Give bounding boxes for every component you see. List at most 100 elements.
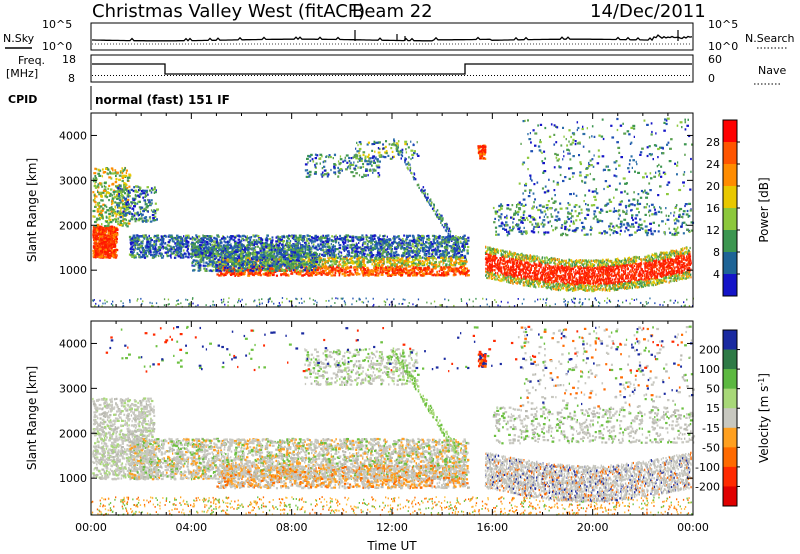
- scatter-cell: [220, 241, 223, 244]
- scatter-cell: [428, 239, 431, 242]
- scatter-cell: [314, 235, 316, 239]
- scatter-cell: [378, 261, 382, 264]
- scatter-cell: [144, 245, 147, 248]
- scatter-cell: [324, 236, 327, 239]
- scatter-cell: [172, 237, 175, 240]
- scatter-cell: [126, 189, 128, 193]
- scatter-cell: [220, 272, 222, 275]
- scatter-cell: [413, 250, 416, 253]
- scatter-cell: [157, 246, 161, 249]
- scatter-cell: [130, 246, 133, 249]
- scatter-cell: [193, 237, 195, 240]
- scatter-cell: [136, 252, 139, 255]
- scatter-cell: [388, 240, 391, 243]
- scatter-cell: [128, 212, 131, 215]
- scatter-cell: [131, 252, 134, 255]
- scatter-cell: [112, 245, 115, 248]
- scatter-cell: [307, 242, 310, 245]
- scatter-cell: [326, 248, 330, 252]
- scatter-cell: [95, 168, 98, 171]
- scatter-cell: [100, 195, 103, 198]
- scatter-cell: [448, 238, 450, 242]
- scatter-cell: [259, 271, 262, 275]
- scatter-cell: [427, 266, 431, 269]
- scatter-cell: [416, 238, 420, 242]
- scatter-cell: [131, 248, 135, 251]
- scatter-cell: [97, 237, 100, 240]
- scatter-cell: [373, 265, 376, 268]
- scatter-cell: [421, 260, 424, 263]
- scatter-cell: [111, 203, 113, 206]
- scatter-cell: [92, 230, 96, 234]
- scatter-cell: [408, 242, 412, 245]
- scatter-cell: [453, 250, 456, 253]
- scatter-cell: [413, 238, 416, 242]
- scatter-cell: [159, 249, 162, 252]
- scatter-cell: [380, 238, 383, 241]
- scatter-cell: [248, 272, 252, 275]
- scatter-cell: [111, 194, 113, 197]
- scatter-cell: [95, 180, 97, 183]
- scatter-cell: [391, 269, 394, 272]
- scatter-cell: [362, 252, 366, 255]
- scatter-cell: [121, 199, 124, 202]
- scatter-cell: [326, 272, 330, 276]
- scatter-cell: [349, 266, 353, 269]
- scatter-cell: [180, 254, 183, 257]
- scatter-cell: [154, 202, 157, 205]
- scatter-cell: [446, 271, 449, 274]
- scatter-cell: [348, 269, 352, 272]
- scatter-cell: [216, 242, 220, 245]
- scatter-cell: [407, 260, 411, 263]
- scatter-cell: [148, 234, 150, 237]
- scatter-cell: [94, 236, 97, 239]
- scatter-cell: [401, 240, 404, 243]
- scatter-cell: [319, 260, 322, 264]
- scatter-cell: [291, 271, 294, 274]
- scatter-cell: [300, 266, 304, 269]
- scatter-cell: [390, 249, 393, 252]
- scatter-cell: [358, 241, 360, 244]
- scatter-cell: [327, 267, 330, 270]
- scatter-cell: [172, 245, 175, 249]
- scatter-cell: [114, 256, 118, 259]
- scatter-cell: [375, 246, 379, 249]
- scatter-cell: [431, 253, 434, 256]
- scatter-cell: [103, 238, 105, 241]
- scatter-cell: [193, 242, 197, 245]
- scatter-cell: [458, 271, 462, 274]
- scatter-cell: [376, 266, 379, 269]
- scatter-cell: [192, 246, 196, 249]
- scatter-cell: [118, 202, 121, 205]
- scatter-cell: [448, 238, 452, 241]
- scatter-cell: [101, 191, 105, 194]
- scatter-cell: [97, 168, 100, 171]
- scatter-cell: [343, 248, 345, 251]
- scatter-cell: [117, 188, 120, 191]
- scatter-cell: [122, 175, 125, 178]
- scatter-cell: [316, 236, 319, 239]
- scatter-cell: [318, 260, 320, 263]
- scatter-cell: [130, 243, 133, 246]
- scatter-cell: [335, 248, 339, 251]
- scatter-cell: [459, 256, 463, 259]
- scatter-cell: [118, 214, 122, 217]
- scatter-cell: [346, 270, 349, 274]
- scatter-cell: [185, 245, 188, 248]
- scatter-cell: [104, 225, 107, 228]
- scatter-cell: [164, 235, 168, 238]
- scatter-cell: [390, 247, 394, 251]
- scatter-cell: [286, 239, 289, 242]
- scatter-cell: [263, 246, 265, 250]
- scatter-cell: [113, 242, 116, 245]
- scatter-cell: [147, 210, 149, 213]
- scatter-cell: [113, 234, 116, 237]
- scatter-cell: [252, 234, 255, 237]
- scatter-cell: [94, 167, 97, 170]
- scatter-cell: [446, 266, 449, 269]
- scatter-cell: [467, 245, 470, 249]
- scatter-cell: [185, 242, 189, 246]
- scatter-cell: [342, 245, 344, 248]
- scatter-cell: [162, 235, 165, 238]
- scatter-cell: [391, 241, 394, 244]
